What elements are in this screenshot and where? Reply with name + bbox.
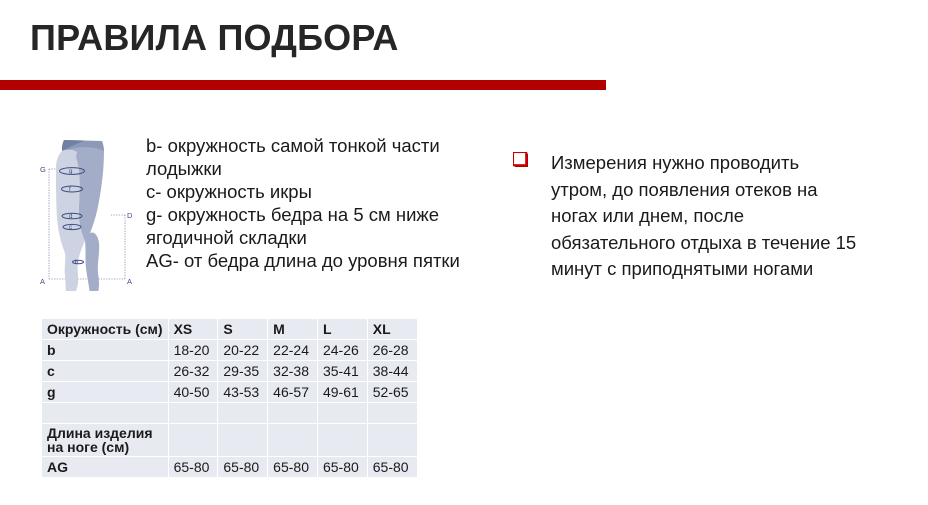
svg-text:f: f [69, 186, 71, 193]
svg-text:A: A [127, 277, 132, 286]
svg-text:d: d [69, 213, 73, 220]
svg-text:G: G [40, 165, 46, 174]
svg-text:b: b [75, 259, 79, 266]
svg-text:A: A [40, 277, 45, 286]
svg-text:c: c [69, 224, 72, 231]
svg-text:D: D [127, 211, 133, 220]
svg-text:g: g [69, 168, 73, 175]
